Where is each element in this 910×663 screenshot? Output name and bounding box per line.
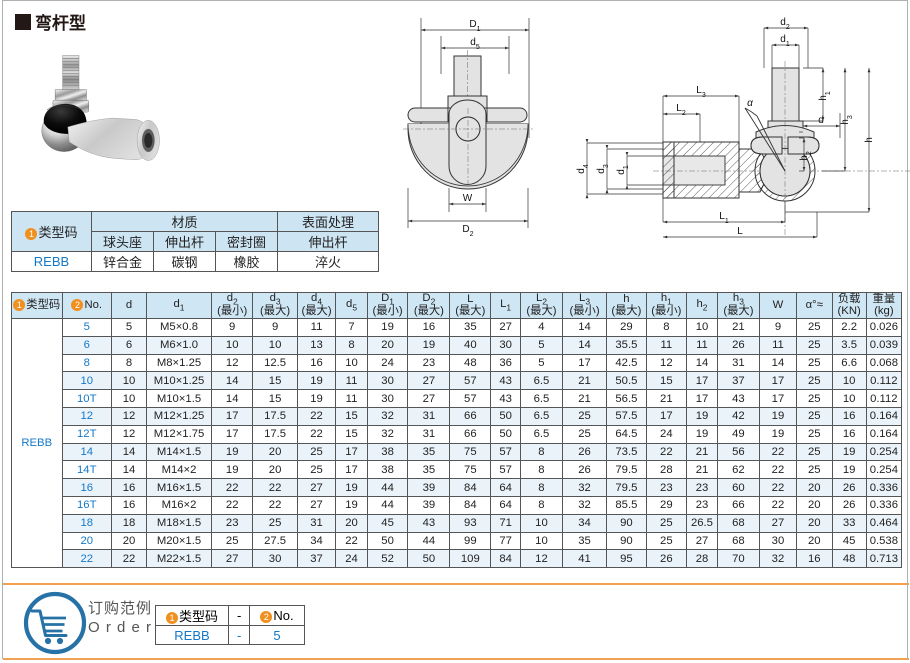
svg-text:h: h (864, 137, 875, 143)
svg-text:D1: D1 (469, 19, 480, 33)
svg-text:h3: h3 (840, 115, 854, 125)
svg-text:h1: h1 (818, 91, 832, 101)
svg-text:d3: d3 (596, 164, 610, 174)
svg-text:L3: L3 (696, 85, 706, 99)
svg-text:d1: d1 (780, 34, 790, 48)
svg-text:L: L (737, 226, 743, 237)
svg-text:α: α (747, 98, 753, 109)
svg-text:d1: d1 (616, 165, 630, 175)
svg-text:d5: d5 (470, 37, 480, 51)
svg-text:D2: D2 (462, 224, 473, 238)
svg-text:W: W (463, 193, 473, 204)
svg-text:d2: d2 (780, 17, 790, 31)
svg-text:L1: L1 (719, 211, 729, 225)
svg-text:L2: L2 (676, 103, 686, 117)
svg-text:d4: d4 (576, 164, 590, 174)
